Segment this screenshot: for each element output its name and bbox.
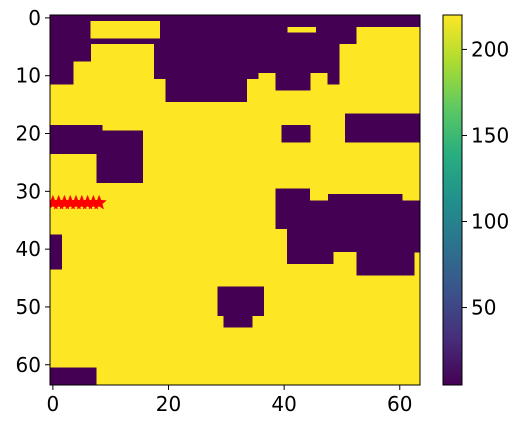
heatmap-low-region [275, 67, 311, 91]
colorbar-tick-label: 150 [471, 123, 509, 147]
heatmap-high-region [90, 20, 161, 39]
y-tick-label: 10 [16, 64, 41, 88]
heatmap-low-region [327, 38, 340, 85]
heatmap-low-region [223, 309, 253, 328]
colorbar-tick-label: 100 [471, 210, 509, 234]
colorbar-axis: 50 100 150 200 [462, 37, 509, 320]
heatmap-low-region [350, 246, 415, 276]
heatmap-low-region [154, 38, 259, 79]
y-axis: 0 10 20 30 40 50 60 [16, 6, 50, 377]
marker-series [50, 194, 107, 210]
x-tick-label: 20 [156, 392, 181, 416]
x-tick-label: 40 [271, 392, 296, 416]
heatmap-low-region [50, 367, 97, 385]
heatmap-low-region [50, 234, 62, 270]
y-tick-label: 40 [16, 237, 41, 261]
heatmap-low-region [281, 124, 311, 143]
y-tick-label: 50 [16, 295, 41, 319]
x-tick-label: 60 [387, 392, 412, 416]
y-tick-label: 30 [16, 179, 41, 203]
plot-frame [49, 14, 421, 386]
y-tick-label: 20 [16, 122, 41, 146]
colorbar-tick-label: 50 [471, 296, 496, 320]
heatmap-high-region [310, 188, 328, 201]
x-axis: 0 20 40 60 [47, 385, 412, 416]
heatmap-high-region [402, 176, 420, 201]
heatmap-high-region [252, 200, 265, 212]
y-tick-label: 0 [28, 6, 41, 30]
heatmap-image [50, 15, 420, 385]
star-marker [91, 194, 107, 210]
heatmap-low-region [96, 130, 143, 183]
heatmap-high-region [333, 252, 357, 276]
heatmap-low-region [50, 124, 103, 155]
heatmap-low-region [344, 113, 420, 143]
heatmap-low-region [165, 72, 247, 103]
colorbar-tick-label: 200 [471, 37, 509, 61]
colorbar [442, 14, 463, 386]
heatmap-low-region [50, 26, 91, 62]
y-tick-label: 60 [16, 353, 41, 377]
x-tick-label: 0 [47, 392, 60, 416]
